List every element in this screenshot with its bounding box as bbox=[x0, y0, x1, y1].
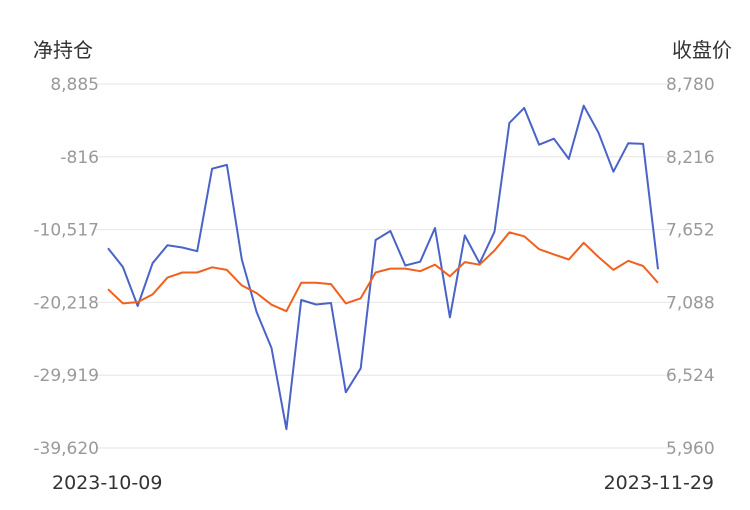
left-tick-label: -20,218 bbox=[33, 293, 99, 313]
left-tick-label: -39,620 bbox=[33, 439, 99, 459]
left-tick-label: -10,517 bbox=[33, 221, 99, 241]
right-tick-label: 6,524 bbox=[666, 366, 715, 386]
x-end-label: 2023-11-29 bbox=[604, 472, 714, 494]
close-price-line bbox=[107, 231, 659, 313]
x-start-label: 2023-10-09 bbox=[52, 472, 162, 494]
left-axis-title: 净持仓 bbox=[33, 38, 93, 62]
left-tick-label: -29,919 bbox=[33, 366, 99, 386]
right-tick-label: 8,780 bbox=[666, 75, 715, 95]
right-axis-title: 收盘价 bbox=[672, 38, 732, 62]
net-position-line bbox=[107, 104, 659, 431]
left-tick-label: 8,885 bbox=[50, 75, 99, 95]
right-tick-label: 7,088 bbox=[666, 293, 715, 313]
right-tick-label: 5,960 bbox=[666, 439, 715, 459]
right-tick-label: 7,652 bbox=[666, 221, 715, 241]
right-tick-label: 8,216 bbox=[666, 148, 715, 168]
left-tick-label: -816 bbox=[60, 148, 99, 168]
